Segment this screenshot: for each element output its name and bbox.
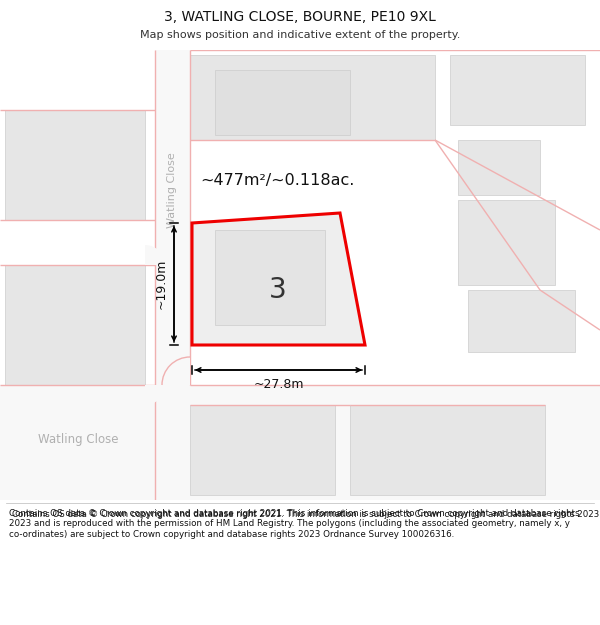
Text: Contains OS data © Crown copyright and database right 2021. This information is : Contains OS data © Crown copyright and d… <box>12 510 600 519</box>
Polygon shape <box>458 140 540 195</box>
Wedge shape <box>162 357 190 385</box>
Polygon shape <box>5 265 145 385</box>
Text: ~27.8m: ~27.8m <box>253 378 304 391</box>
Text: Watling Close: Watling Close <box>38 434 118 446</box>
Polygon shape <box>458 200 555 285</box>
Text: ~19.0m: ~19.0m <box>155 259 168 309</box>
Polygon shape <box>155 50 190 500</box>
Polygon shape <box>5 110 145 220</box>
Text: ~477m²/~0.118ac.: ~477m²/~0.118ac. <box>200 173 355 188</box>
Text: 3: 3 <box>269 276 287 304</box>
Wedge shape <box>145 245 165 265</box>
Wedge shape <box>145 385 165 405</box>
Polygon shape <box>215 70 350 135</box>
Text: Watling Close: Watling Close <box>167 152 177 228</box>
Polygon shape <box>192 213 365 345</box>
Polygon shape <box>190 405 335 495</box>
Text: Contains OS data © Crown copyright and database right 2021. This information is : Contains OS data © Crown copyright and d… <box>9 509 580 539</box>
Text: Map shows position and indicative extent of the property.: Map shows position and indicative extent… <box>140 30 460 40</box>
Polygon shape <box>350 405 545 495</box>
Polygon shape <box>215 230 325 325</box>
Text: 3, WATLING CLOSE, BOURNE, PE10 9XL: 3, WATLING CLOSE, BOURNE, PE10 9XL <box>164 10 436 24</box>
Polygon shape <box>190 55 435 140</box>
Polygon shape <box>0 385 600 500</box>
Polygon shape <box>450 55 585 125</box>
Polygon shape <box>468 290 575 352</box>
